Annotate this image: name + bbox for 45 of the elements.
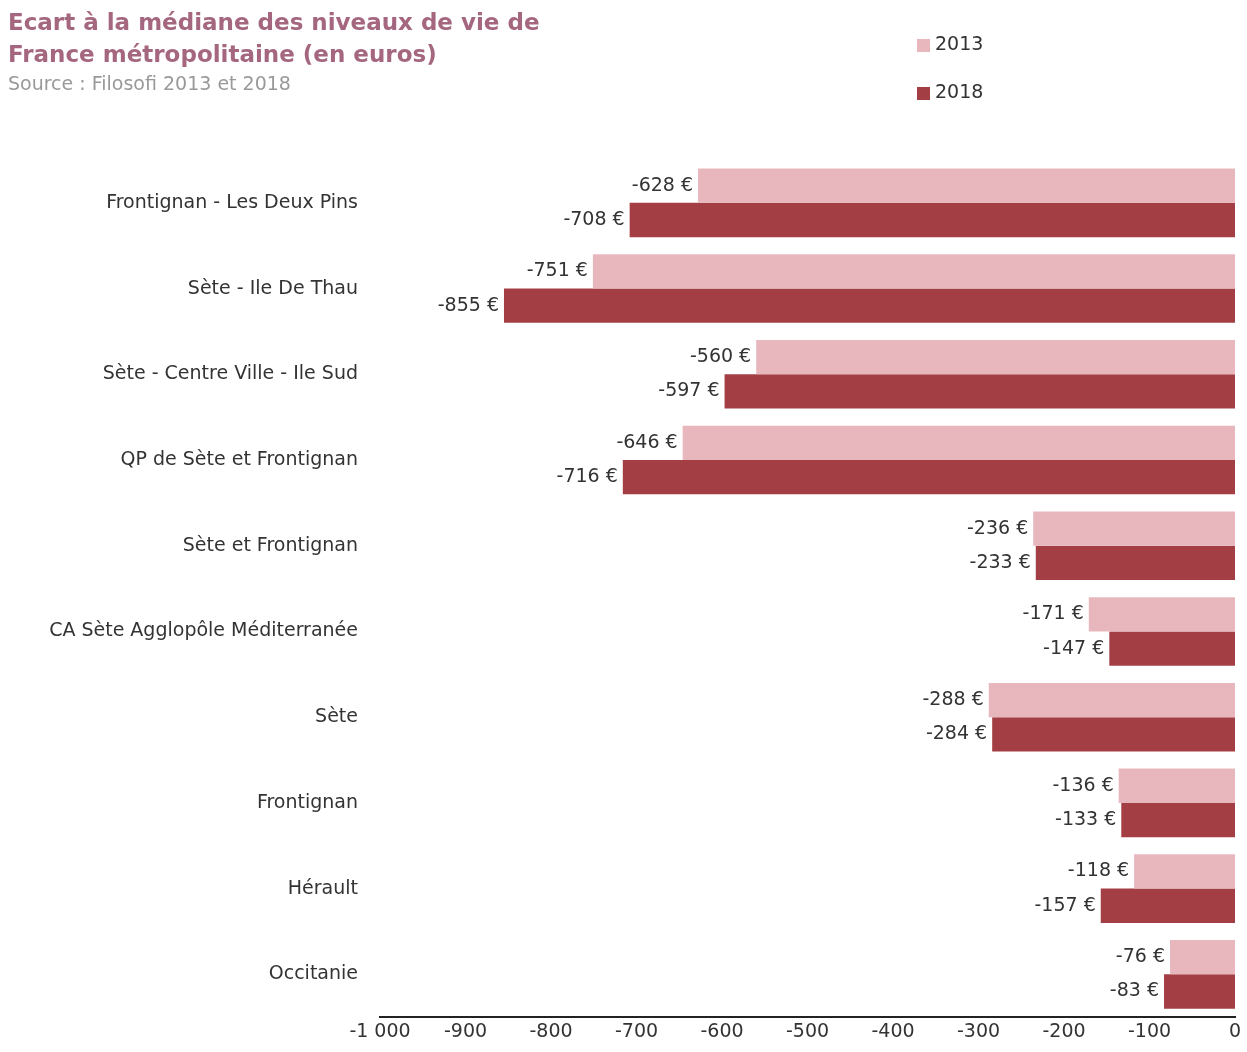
y-tick-label: Frontignan - Les Deux Pins xyxy=(106,189,358,212)
data-label: -236 € xyxy=(966,515,1029,538)
x-tick-label: -400 xyxy=(871,1018,915,1041)
x-tick-label: -800 xyxy=(529,1018,573,1041)
y-tick-label: Sète - Ile De Thau xyxy=(187,275,358,298)
legend-label: 2018 xyxy=(935,79,984,102)
data-label: -628 € xyxy=(631,172,694,195)
x-tick-label: -500 xyxy=(785,1018,830,1041)
x-tick-label: 0 xyxy=(1228,1018,1242,1041)
data-label: -233 € xyxy=(969,549,1031,572)
legend-label: 2013 xyxy=(935,31,984,54)
x-tick-label: -700 xyxy=(614,1018,659,1041)
data-label: -560 € xyxy=(689,344,752,367)
data-label: -76 € xyxy=(1115,944,1166,967)
text: Source : Filosofi 2013 et 2018 xyxy=(8,72,291,94)
data-label: -136 € xyxy=(1052,772,1114,795)
y-tick-label: Sète et Frontignan xyxy=(182,532,358,555)
x-tick-label: -300 xyxy=(956,1018,1001,1041)
y-tick-label: Sète - Centre Ville - Ile Sud xyxy=(102,361,358,384)
data-label: -118 € xyxy=(1067,858,1130,881)
x-tick-label: -900 xyxy=(443,1018,488,1041)
data-label: -171 € xyxy=(1022,601,1084,624)
y-tick-label: Sète xyxy=(315,704,358,727)
data-label: -708 € xyxy=(563,206,625,229)
y-tick-label: Occitanie xyxy=(268,961,358,984)
x-tick-label: -200 xyxy=(1042,1018,1086,1041)
data-label: -83 € xyxy=(1109,978,1160,1001)
chart-title: Ecart à la médiane des niveaux de vie de France métropolitaine (en euros) xyxy=(8,8,541,69)
x-tick-label: -100 xyxy=(1127,1018,1172,1041)
x-tick-label: -1 000 xyxy=(349,1018,411,1041)
data-label: -284 € xyxy=(925,721,988,744)
data-label: -157 € xyxy=(1034,892,1096,915)
data-label: -855 € xyxy=(437,292,499,315)
x-tick-label: -600 xyxy=(700,1018,744,1041)
data-label: -597 € xyxy=(658,378,720,401)
data-label: -751 € xyxy=(526,258,588,281)
data-label: -646 € xyxy=(616,429,678,452)
data-label: -716 € xyxy=(556,464,618,487)
y-tick-label: Frontignan xyxy=(256,789,358,812)
y-tick-label: Hérault xyxy=(287,875,358,898)
data-label: -147 € xyxy=(1043,635,1105,658)
y-tick-label: CA Sète Agglopôle Méditerranée xyxy=(49,618,358,641)
data-label: -288 € xyxy=(922,686,984,709)
y-tick-label: QP de Sète et Frontignan xyxy=(120,446,358,469)
data-label: -133 € xyxy=(1055,806,1117,829)
